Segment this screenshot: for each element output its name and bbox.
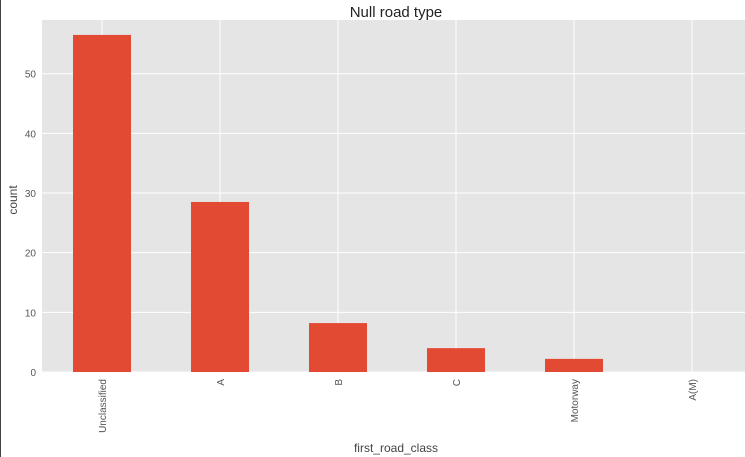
bar-a [191,201,249,372]
bar-c [427,348,485,372]
y-tick-label: 20 [25,249,37,260]
grid-lines [42,20,745,373]
bars [73,34,603,372]
chart-title: Null road type [350,4,443,21]
x-tick-label: Unclassified [98,379,109,433]
x-tick-label: B [334,379,345,386]
x-tick-label: C [452,379,463,386]
x-tick-label: A(M) [688,379,699,401]
x-tick-label: Motorway [570,379,581,422]
y-tick-label: 0 [30,368,36,379]
x-tick-labels: Unclassified A B C Motorway A(M) [98,379,699,433]
bar-b [309,323,367,372]
y-tick-label: 40 [25,129,37,140]
plot-area [42,20,745,372]
x-axis-label: first_road_class [354,441,438,455]
y-tick-label: 30 [25,189,37,200]
y-tick-label: 50 [25,70,37,81]
y-tick-label: 10 [25,308,37,319]
y-axis-label: count [6,185,20,215]
bar-motorway [545,358,603,372]
x-tick-label: A [216,379,227,386]
left-border [0,0,1,457]
bar-unclassified [73,34,131,372]
y-tick-labels: 0 10 20 30 40 50 [25,70,37,379]
